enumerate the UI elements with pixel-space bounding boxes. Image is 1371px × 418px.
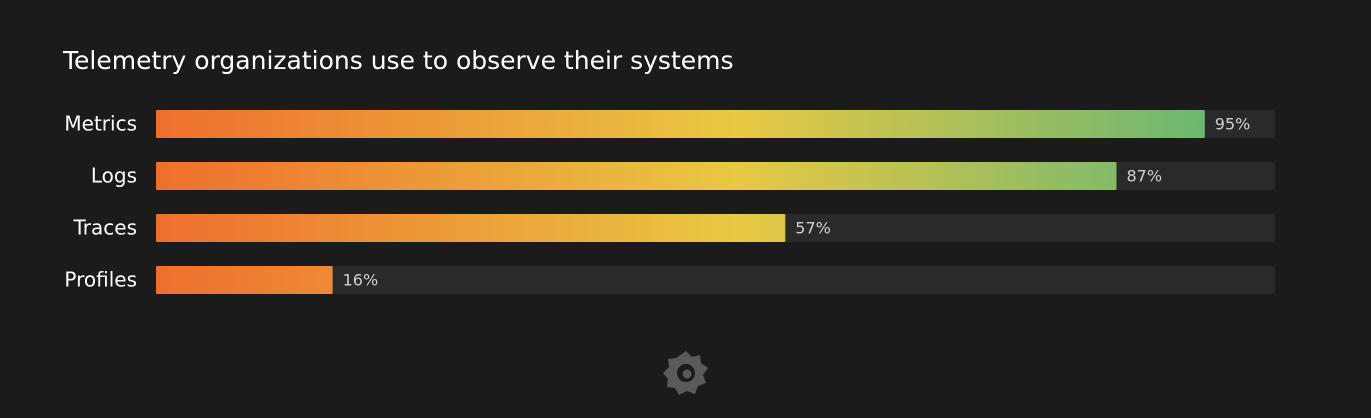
category-label: Metrics — [64, 112, 137, 136]
value-label: 95% — [1215, 115, 1251, 134]
category-label: Traces — [73, 216, 137, 240]
value-label: 57% — [795, 219, 831, 238]
bar — [156, 214, 786, 242]
value-label: 87% — [1126, 167, 1162, 186]
logo — [663, 351, 708, 395]
bar — [156, 162, 1117, 190]
chart-title: Telemetry organizations use to observe t… — [62, 46, 734, 75]
category-label: Profiles — [64, 268, 137, 292]
bar — [156, 110, 1205, 138]
category-label: Logs — [91, 164, 137, 188]
value-label: 16% — [343, 271, 379, 290]
bar — [156, 266, 333, 294]
bar-track — [156, 266, 1275, 294]
